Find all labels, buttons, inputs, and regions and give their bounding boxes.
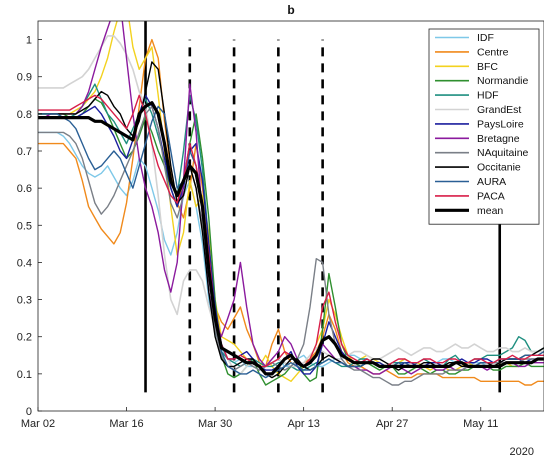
series-line-occitanie	[38, 61, 544, 379]
y-tick-label: 0.3	[17, 295, 32, 307]
x-tick-label: Mar 30	[198, 418, 232, 430]
y-tick-label: 0.8	[17, 109, 32, 121]
series-lines	[38, 21, 544, 386]
legend-box	[428, 28, 540, 225]
y-tick-label: 0.7	[17, 146, 32, 158]
legend-label: Bretagne	[477, 133, 520, 145]
y-tick-label: 0.2	[17, 332, 32, 344]
legend-label: NAquitaine	[477, 147, 529, 159]
series-line-bfc	[38, 21, 544, 382]
legend-label: PACA	[477, 190, 505, 202]
x-tick-label: Apr 13	[287, 418, 319, 430]
x-tick-label: Mar 02	[21, 418, 55, 430]
legend-label: GrandEst	[477, 104, 521, 116]
y-tick-label: 0.1	[17, 369, 32, 381]
year-label: 2020	[510, 446, 534, 458]
x-tick-label: Mar 16	[109, 418, 143, 430]
y-axis: 0 0.1 0.2 0.3 0.4 0.5 0.6 0.7 0.8 0.9 1	[17, 35, 42, 418]
series-line-paysloire	[38, 94, 544, 375]
y-tick-label: 0.5	[17, 220, 32, 232]
legend-label: BFC	[477, 61, 498, 73]
y-tick-label: 0	[26, 406, 32, 418]
legend-label: AURA	[477, 176, 506, 188]
legend-label: Occitanie	[477, 162, 521, 174]
legend-label: HDF	[477, 90, 499, 102]
legend-label: Centre	[477, 46, 509, 58]
x-axis: Mar 02 Mar 16 Mar 30 Apr 13 Apr 27 May 11	[21, 407, 498, 430]
x-tick-label: Apr 27	[376, 418, 408, 430]
y-tick-label: 0.6	[17, 183, 32, 195]
y-tick-label: 0.9	[17, 72, 32, 84]
legend-label: PaysLoire	[477, 118, 524, 130]
series-line-mean	[38, 101, 544, 376]
legend-label: IDF	[477, 32, 494, 44]
series-line-naquitaine	[38, 105, 544, 386]
legend: IDF Centre BFC Normandie HDF GrandEst PaysLoir…	[428, 28, 540, 225]
chart-title: b	[287, 3, 294, 17]
plot-area-frame	[37, 20, 544, 412]
legend-label: Normandie	[477, 75, 529, 87]
y-tick-label: 1	[26, 35, 32, 47]
x-tick-label: May 11	[463, 418, 498, 430]
legend-label: mean	[477, 205, 503, 217]
y-tick-label: 0.4	[17, 257, 32, 269]
